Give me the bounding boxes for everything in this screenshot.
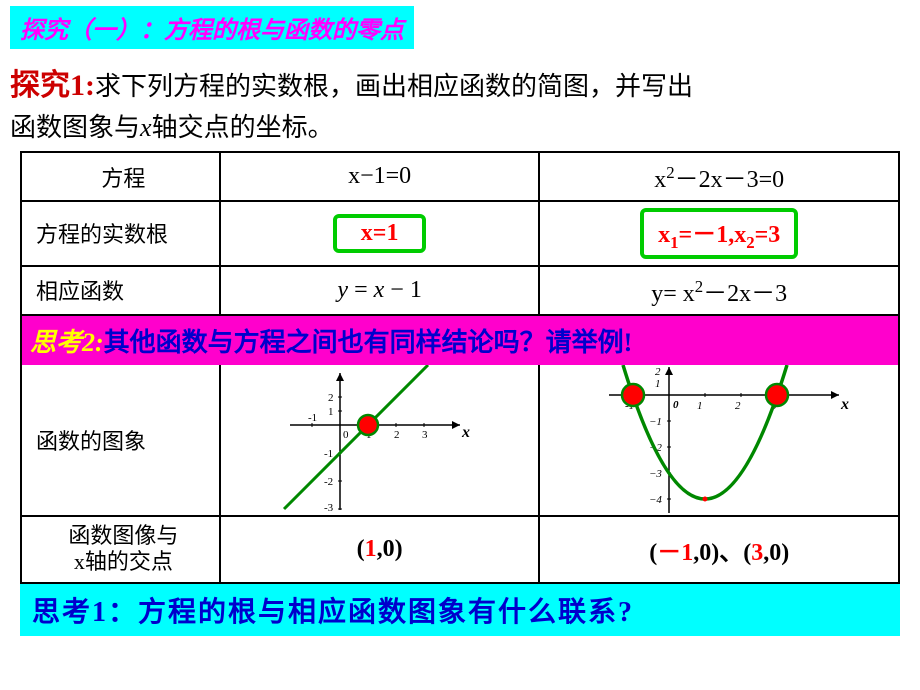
g2-vertex-dot (703, 496, 708, 501)
g2-xlabel: x (840, 396, 849, 413)
r2a: x (658, 222, 670, 248)
g2-marker2 (766, 384, 788, 406)
col1-equation: x−1=0 (220, 152, 540, 201)
g1-yt2: 2 (328, 392, 334, 404)
i2c: ,0)、( (693, 540, 751, 566)
col1-root: x=1 (333, 214, 427, 253)
table-row: 相应函数 y = x − 1 y= x2－2x－3 (21, 266, 899, 315)
label-intercept: 函数图像与 x轴的交点 (21, 516, 220, 583)
g1-ytm1: -1 (324, 448, 333, 460)
think2-label: 思考2: (30, 328, 104, 357)
f1c: x (374, 277, 385, 303)
r2e: =3 (755, 222, 781, 248)
think2-banner: 思考2:其他函数与方程之间也有同样结论吗？请举例! (22, 316, 898, 365)
label-graph: 函数的图象 (21, 365, 220, 516)
r2b: 1 (670, 233, 678, 252)
g2-xt2: 2 (735, 400, 741, 412)
g2-ytm4: −4 (649, 494, 662, 506)
i1a: ( (357, 536, 365, 562)
col1-intercept: (1,0) (220, 516, 540, 583)
top-banner: 探究（一）：方程的根与函数的零点 (10, 6, 414, 49)
g2-marker1 (622, 384, 644, 406)
label-roots: 方程的实数根 (21, 201, 220, 266)
intro-block: 探究1:求下列方程的实数根，画出相应函数的简图，并写出 函数图象与x轴交点的坐标… (10, 63, 910, 147)
intro-line2a: 函数图象与 (10, 113, 140, 142)
g1-marker (358, 415, 378, 435)
col1-root-cell: x=1 (220, 201, 540, 266)
lbl5a: 函数图像与 (68, 523, 178, 548)
g1-line (284, 365, 428, 509)
g2-ytm3: −3 (649, 468, 662, 480)
col1-func: y = x − 1 (220, 266, 540, 315)
intro-x: x (140, 113, 152, 142)
label-equation: 方程 (21, 152, 220, 201)
eq2-a: x (654, 167, 666, 193)
i1c: ,0) (377, 536, 403, 562)
g1-xt3: 3 (422, 429, 428, 441)
graph2-svg: -1 1 2 3 2 1 −1 −2 −3 −4 0 x (569, 365, 869, 515)
g2-ytm1: −1 (649, 416, 662, 428)
intro-line2c: 轴交点的坐标。 (152, 113, 334, 142)
intro-lead: 探究1: (10, 69, 95, 102)
intro-line1: 求下列方程的实数根，画出相应函数的简图，并写出 (95, 72, 693, 101)
r2d: 2 (746, 233, 754, 252)
col2-graph: -1 1 2 3 2 1 −1 −2 −3 −4 0 x (539, 365, 899, 516)
col1-graph: -1 1 2 3 2 1 -1 -2 -3 0 x (220, 365, 540, 516)
g1-ytm3: -3 (324, 502, 334, 514)
g1-xlabel: x (461, 424, 470, 441)
table-row: 方程的实数根 x=1 x1=－1,x2=3 (21, 201, 899, 266)
g2-yt2: 2 (655, 366, 661, 378)
table-row: 方程 x−1=0 x2－2x－3=0 (21, 152, 899, 201)
table-row: 函数图像与 x轴的交点 (1,0) (－1,0)、(3,0) (21, 516, 899, 583)
i1b: 1 (365, 536, 377, 562)
g2-xt1: 1 (697, 400, 703, 412)
table-row: 函数的图象 -1 1 2 3 (21, 365, 899, 516)
col2-func: y= x2－2x－3 (539, 266, 899, 315)
f1d: − 1 (384, 277, 422, 303)
graph1-svg: -1 1 2 3 2 1 -1 -2 -3 0 x (250, 365, 510, 515)
g2-yticks: 2 1 −1 −2 −3 −4 (649, 366, 671, 506)
g1-xt2: 2 (394, 429, 400, 441)
equation-table: 方程 x−1=0 x2－2x－3=0 方程的实数根 x=1 x1=－1,x2=3… (20, 151, 900, 584)
g1-yt1: 1 (328, 406, 334, 418)
top-banner-text: 探究（一）：方程的根与函数的零点 (20, 18, 404, 44)
f2b: 2 (695, 277, 703, 296)
f2a: y= x (651, 281, 695, 307)
r2c: =－1,x (679, 222, 747, 248)
col2-root: x1=－1,x2=3 (640, 208, 798, 259)
g1-ytm2: -2 (324, 476, 333, 488)
col2-equation: x2－2x－3=0 (539, 152, 899, 201)
g1-xt-1: -1 (308, 412, 317, 424)
lbl5b: x轴的交点 (74, 549, 173, 574)
g2-origin: 0 (673, 399, 679, 411)
think2-text: 其他函数与方程之间也有同样结论吗？请举例! (104, 328, 633, 357)
g2-curve (623, 365, 787, 499)
i2e: ,0) (763, 540, 789, 566)
i2d: 3 (751, 540, 763, 566)
g2-yt1: 1 (655, 378, 661, 390)
i2a: ( (649, 540, 657, 566)
f1a: y (337, 277, 348, 303)
think1-text: 思考1：方程的根与相应函数图象有什么联系? (32, 597, 634, 628)
f2c: －2x－3 (703, 281, 787, 307)
eq2-b: 2 (666, 163, 674, 182)
col2-intercept: (－1,0)、(3,0) (539, 516, 899, 583)
label-func: 相应函数 (21, 266, 220, 315)
think1-banner: 思考1：方程的根与相应函数图象有什么联系? (20, 584, 900, 636)
f1b: = (348, 277, 374, 303)
g2-xticks: -1 1 2 3 (625, 393, 777, 412)
g1-origin: 0 (343, 429, 349, 441)
eq2-c: －2x－3=0 (675, 167, 785, 193)
i2b: －1 (657, 540, 693, 566)
col2-root-cell: x1=－1,x2=3 (539, 201, 899, 266)
think2-row: 思考2:其他函数与方程之间也有同样结论吗？请举例! (21, 315, 899, 365)
